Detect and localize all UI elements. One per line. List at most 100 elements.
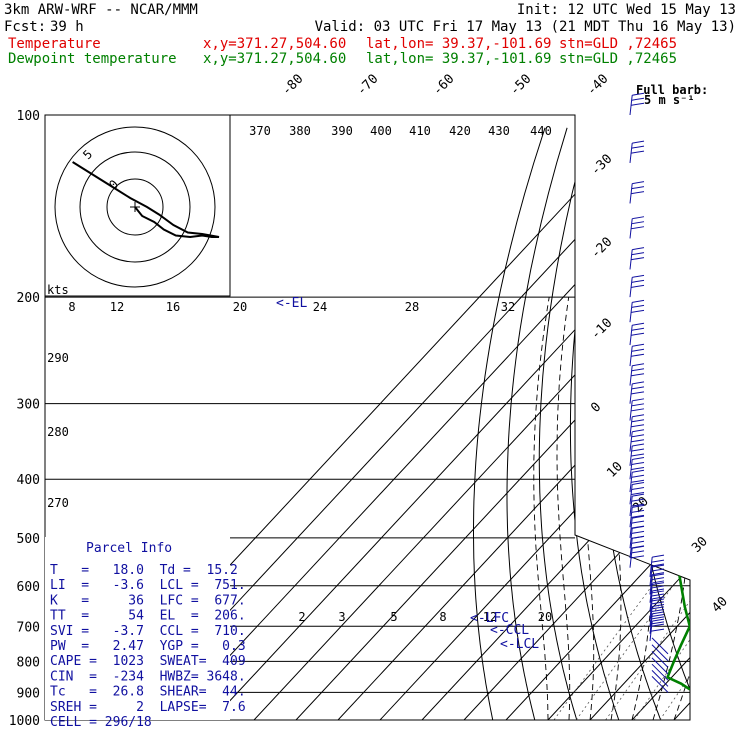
wind-barb-staff: [629, 538, 633, 559]
wind-barb-flag: [632, 535, 645, 539]
wind-barb-flag: [631, 386, 645, 390]
isotherm-line: [337, 115, 690, 720]
wind-barb-flag: [631, 226, 645, 230]
wind-barb-flag: [652, 603, 665, 607]
wind-barb-flag: [652, 611, 665, 615]
wind-barb-staff: [649, 606, 653, 627]
wind-barb-flag: [631, 368, 645, 372]
moist-adiabat-line: [652, 297, 690, 720]
theta-tick-label: 420: [449, 124, 471, 138]
isotherm-tick-label: -40: [584, 72, 611, 99]
station-dew: stn=GLD ,72465: [559, 51, 677, 67]
wind-barb-flag: [651, 577, 665, 581]
wind-barb-flag: [631, 391, 645, 395]
theta-tick-label: 380: [289, 124, 311, 138]
wind-barb-flag: [631, 514, 645, 518]
pressure-tick-label: 600: [17, 580, 40, 595]
wind-barb-staff: [629, 528, 633, 549]
wind-barb-flag: [631, 279, 645, 283]
moist-adiabat-line: [533, 297, 550, 720]
wind-barb-flag: [632, 343, 645, 347]
dry-adiabat-line: [506, 127, 568, 720]
xy-dew: x,y=371.27,504.60: [203, 51, 346, 67]
wind-barb-staff: [629, 484, 633, 505]
wind-barb-staff: [629, 183, 633, 204]
wind-barb-staff: [629, 445, 633, 466]
isotherm-line: [547, 115, 690, 720]
isotherm-line: [589, 115, 690, 720]
pressure-tick-label: 800: [17, 655, 40, 670]
wind-barb-flag: [632, 381, 645, 385]
moist-adiabat-line: [582, 297, 595, 720]
wind-barb-staff: [651, 676, 669, 693]
barb-legend-unit: 5 m s⁻¹: [644, 93, 695, 107]
wind-barb-staff: [629, 459, 633, 480]
wind-barb-staff: [629, 496, 633, 517]
wind-barb-staff: [629, 431, 633, 452]
wind-barb-flag: [631, 466, 645, 470]
parcel-row: TT = 54 EL = 206.: [50, 609, 246, 624]
isotherm-line: [421, 115, 690, 720]
station-temp: stn=GLD ,72465: [559, 36, 677, 52]
theta-tick-label: 370: [249, 124, 271, 138]
mixing-ratio-low-label: 2: [298, 610, 305, 624]
mixing-ratio-low-label: 5: [390, 610, 397, 624]
legend-temperature: Temperature: [8, 36, 101, 52]
theta-side-label: 270: [47, 496, 69, 510]
wind-barb-flag: [632, 481, 645, 485]
wind-barb-flag: [631, 309, 645, 313]
wind-barb-flag: [652, 588, 665, 592]
wind-barb-flag: [632, 274, 645, 278]
wind-barb-flag: [631, 353, 645, 357]
theta-tick-label: 390: [331, 124, 353, 138]
wind-barb-flag: [651, 616, 665, 620]
wind-barb-flag: [631, 486, 645, 490]
wind-barb-flag: [631, 498, 645, 502]
wind-barb-flag: [631, 252, 645, 256]
lcl-marker: <-LCL: [500, 637, 539, 652]
wind-barb-flag: [632, 525, 645, 529]
wind-barb-flag: [631, 424, 645, 428]
isotherm-tick-label: 40: [709, 594, 731, 616]
wind-barb-flag: [651, 593, 665, 597]
isotherm-tick-label: -30: [588, 152, 615, 179]
isotherm-tick-label: -80: [279, 72, 306, 99]
parcel-row: CIN = -234 HWBZ= 3648.: [50, 669, 246, 684]
parcel-rows: T = 18.0 Td = 15.2LI = -3.6 LCL = 751.K …: [50, 563, 246, 730]
wind-barb-flag: [632, 140, 645, 144]
latlon-dew: lat,lon= 39.37,-101.69: [366, 51, 551, 67]
isotherm-line: [716, 115, 740, 720]
isotherm-line: [463, 115, 690, 720]
wind-barb-flag: [651, 582, 665, 586]
model-title: 3km ARW-WRF -- NCAR/MMM: [4, 2, 198, 18]
hodograph: [54, 126, 220, 288]
pressure-tick-label: 500: [17, 532, 40, 547]
hodograph-ring: [79, 151, 191, 263]
wind-barb-staff: [649, 613, 653, 634]
wind-barb-staff: [651, 644, 669, 662]
wind-barb-flag: [631, 509, 645, 513]
parcel-row: PW = 2.47 YGP = 0.3: [50, 639, 246, 654]
wind-barb-flag: [631, 257, 645, 261]
dry-adiabat-line: [538, 127, 590, 720]
pressure-tick-label: 1000: [9, 714, 40, 729]
wind-barb-flag: [652, 563, 665, 567]
theta-tick-label: 440: [530, 124, 552, 138]
moist-adiabat-line: [556, 297, 571, 720]
dry-adiabat-line: [657, 127, 690, 720]
wind-barb-staff: [629, 218, 633, 239]
wind-barb-flag: [651, 564, 665, 568]
wind-barb-flag: [631, 491, 645, 495]
wind-barb-flag: [631, 145, 645, 149]
isotherm-tick-label: 30: [689, 534, 711, 556]
wind-barb-staff: [649, 621, 653, 641]
mixing-ratio-tick-label: 16: [166, 300, 180, 314]
wind-barb-flag: [631, 540, 645, 544]
wind-barb-staff: [629, 416, 633, 437]
wind-barb-staff: [651, 670, 669, 687]
pressure-tick-label: 400: [17, 473, 40, 488]
wind-barb-staff: [629, 472, 633, 493]
theta-side-label: 290: [47, 351, 69, 365]
wind-barb-flag: [632, 216, 645, 220]
wind-barb-flag: [631, 434, 645, 438]
